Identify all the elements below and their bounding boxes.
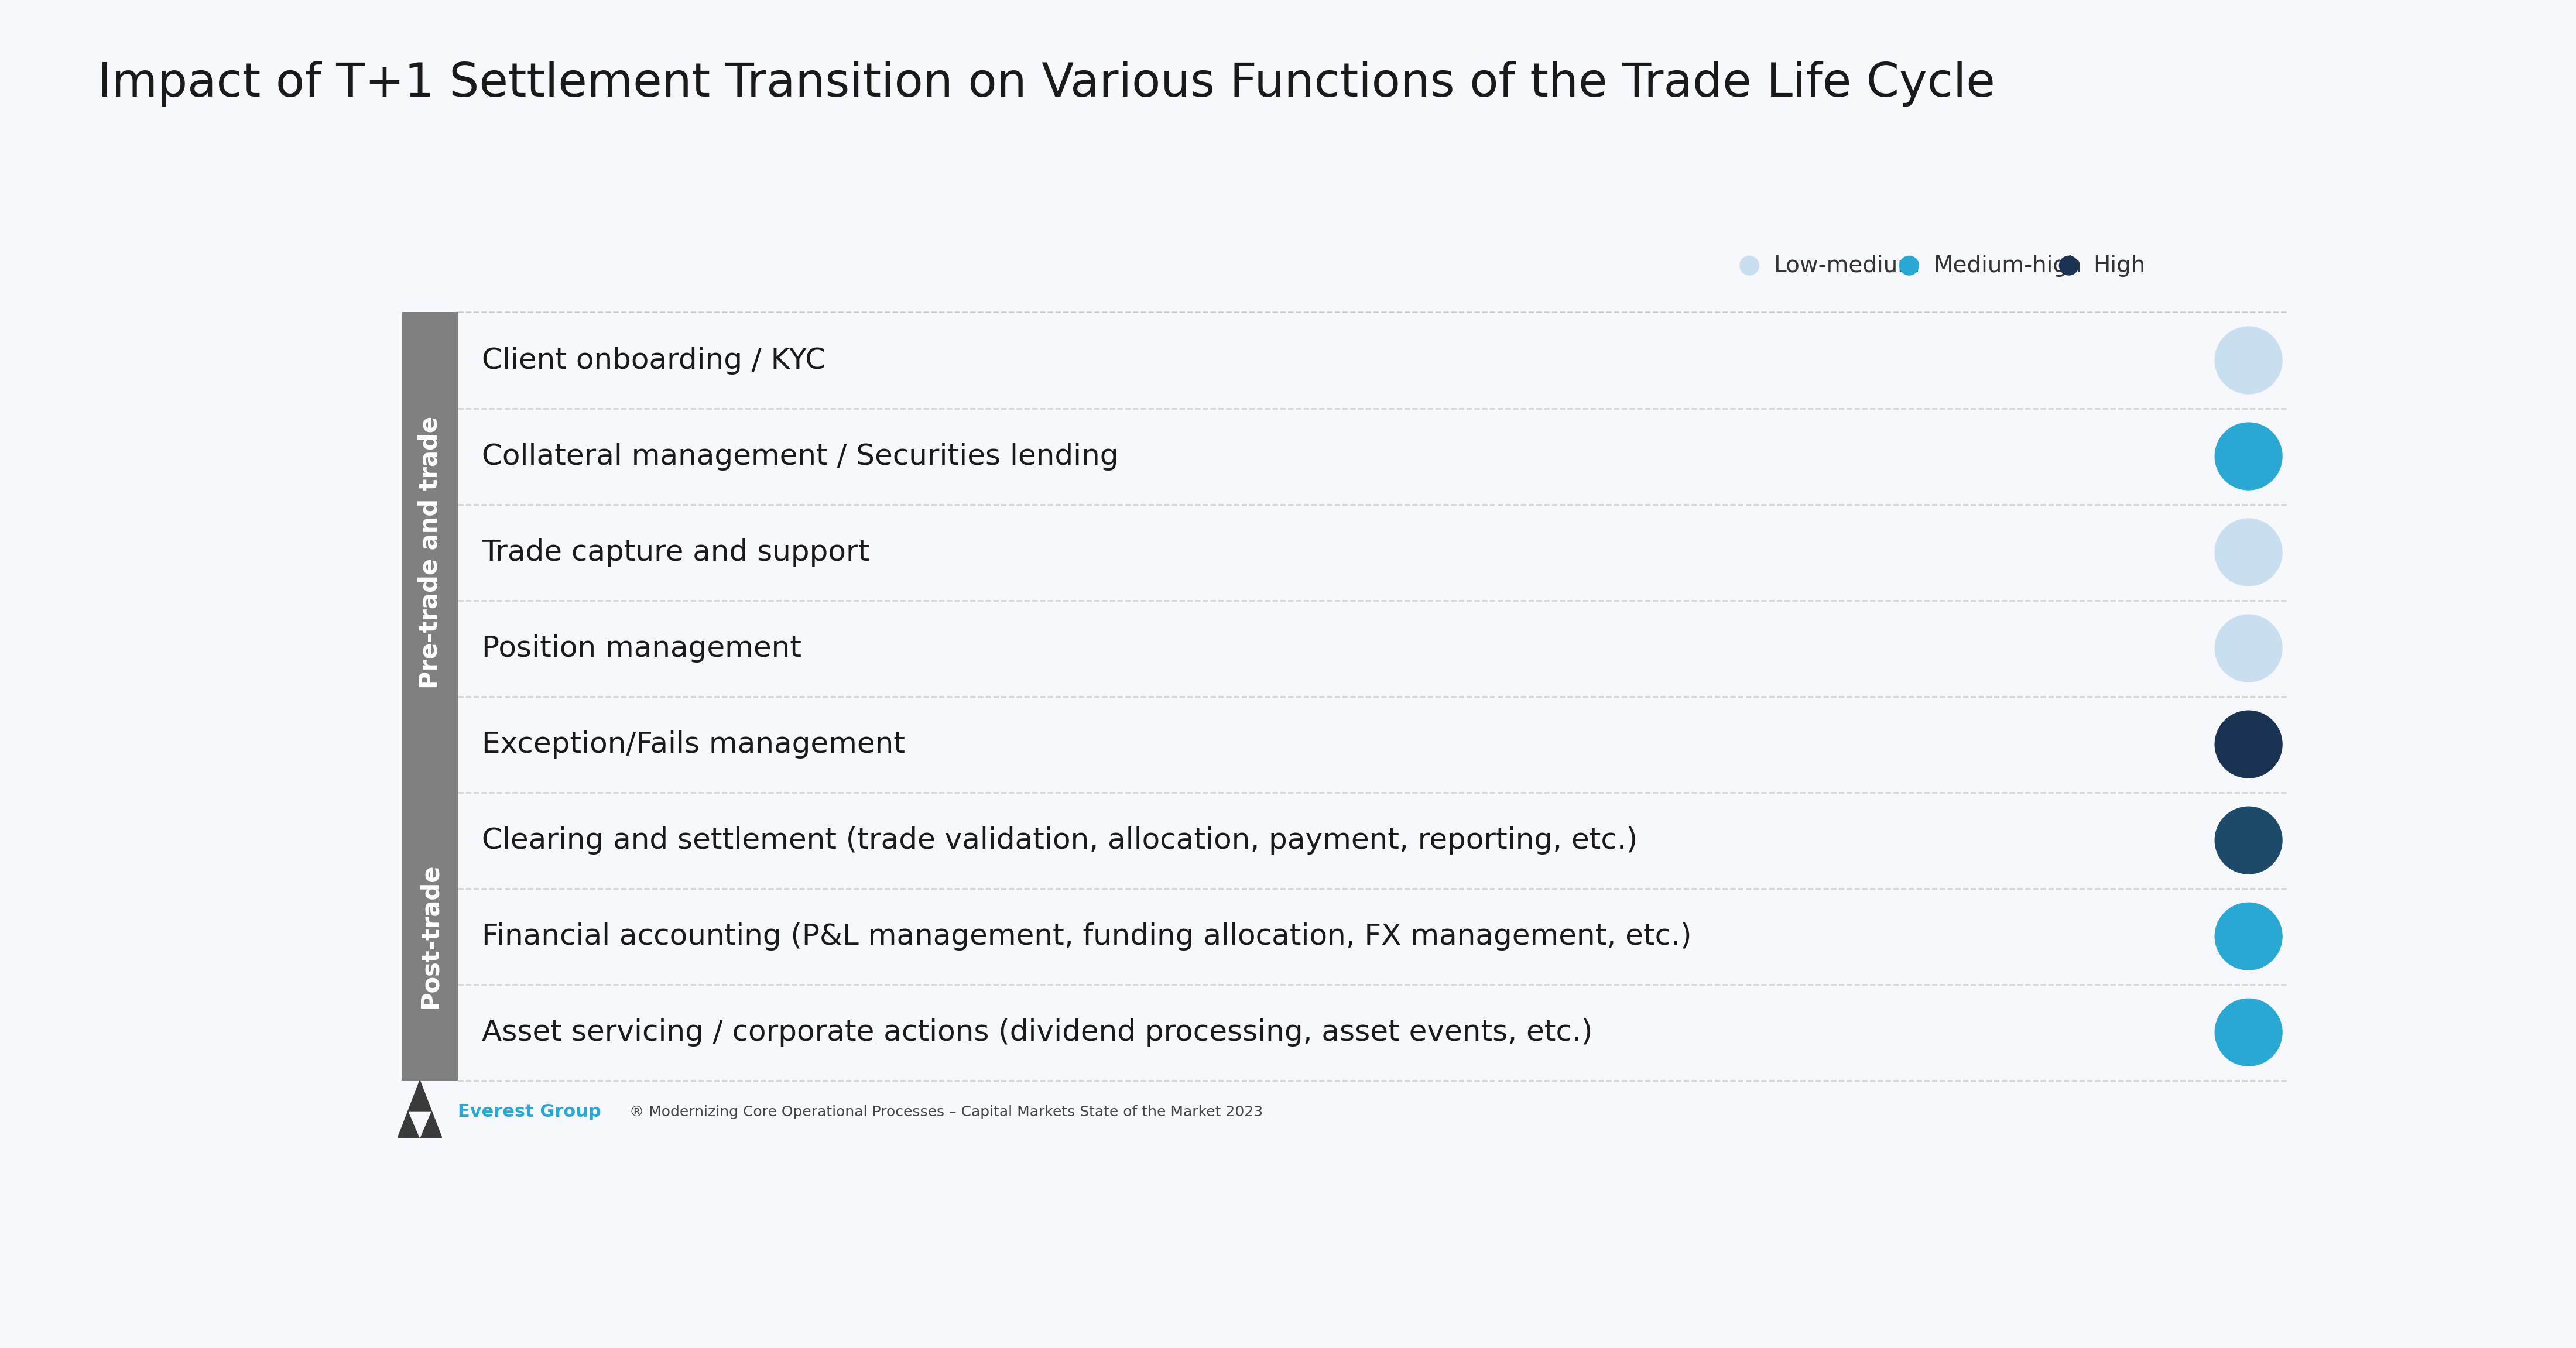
Text: ® Modernizing Core Operational Processes – Capital Markets State of the Market 2: ® Modernizing Core Operational Processes… [629,1105,1262,1119]
Polygon shape [397,1080,443,1138]
Text: Exception/Fails management: Exception/Fails management [482,731,904,759]
Text: Medium-high: Medium-high [1932,255,2081,276]
Polygon shape [410,1112,430,1138]
Text: Low-medium: Low-medium [1772,255,1919,276]
Text: Client onboarding / KYC: Client onboarding / KYC [482,346,824,375]
Text: Financial accounting (P&L management, funding allocation, FX management, etc.): Financial accounting (P&L management, fu… [482,922,1692,950]
Text: Pre-trade and trade: Pre-trade and trade [417,417,443,689]
Text: Trade capture and support: Trade capture and support [482,538,871,566]
Text: Position management: Position management [482,635,801,662]
FancyBboxPatch shape [402,793,459,1080]
Text: Collateral management / Securities lending: Collateral management / Securities lendi… [482,442,1118,470]
Text: High: High [2092,255,2146,276]
Text: Impact of T+1 Settlement Transition on Various Functions of the Trade Life Cycle: Impact of T+1 Settlement Transition on V… [98,61,1996,106]
Text: Post-trade: Post-trade [417,864,443,1008]
Text: Everest Group: Everest Group [459,1104,600,1120]
FancyBboxPatch shape [402,313,459,793]
Text: Asset servicing / corporate actions (dividend processing, asset events, etc.): Asset servicing / corporate actions (div… [482,1018,1592,1046]
Text: Clearing and settlement (trade validation, allocation, payment, reporting, etc.): Clearing and settlement (trade validatio… [482,826,1638,855]
